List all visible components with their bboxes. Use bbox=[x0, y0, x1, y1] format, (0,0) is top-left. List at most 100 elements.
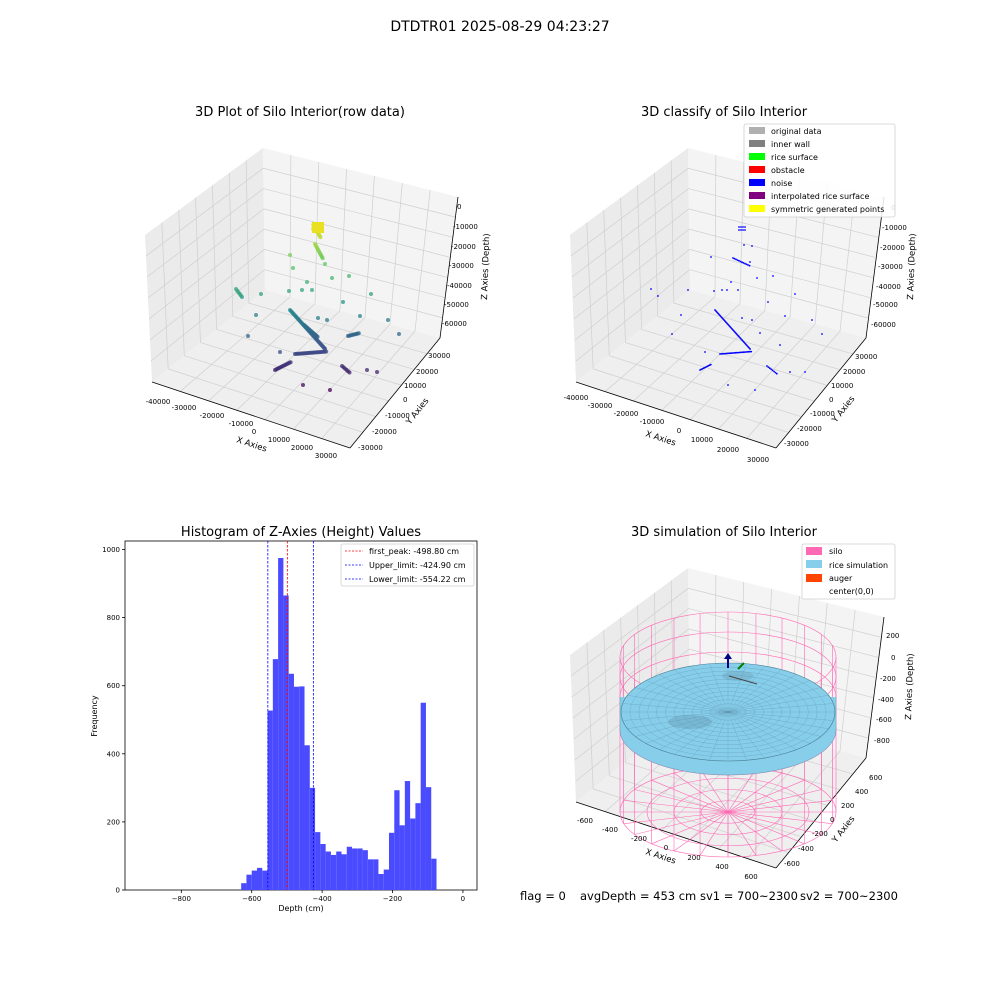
classify-x-tick: -20000 bbox=[614, 410, 639, 418]
silo-floor-spoke bbox=[699, 768, 729, 813]
grid-line bbox=[653, 172, 659, 317]
raw-data-point bbox=[315, 334, 320, 339]
status-footer: flag = 0 avgDepth = 453 cm sv1 = 700~230… bbox=[520, 889, 898, 903]
classify-x-tick: -30000 bbox=[588, 402, 613, 410]
histogram-bar bbox=[352, 848, 358, 890]
sim-y-tick: 400 bbox=[855, 788, 868, 796]
classify-z-tick: -20000 bbox=[880, 244, 905, 252]
histogram-bar bbox=[346, 846, 353, 890]
noise-point bbox=[721, 289, 723, 291]
raw-data-point bbox=[358, 314, 362, 318]
raw-x-tick: 10000 bbox=[268, 436, 290, 444]
legend-label-upper-limit: Upper_limit: -424.90 cm bbox=[369, 561, 466, 570]
noise-point bbox=[759, 332, 761, 334]
noise-point bbox=[811, 319, 813, 321]
classify-z-tick: -50000 bbox=[873, 301, 898, 309]
sim-x-tick: -600 bbox=[577, 817, 593, 825]
raw-data-point bbox=[278, 350, 282, 354]
histogram-bar bbox=[378, 874, 384, 890]
noise-point bbox=[779, 344, 781, 346]
noise-point bbox=[736, 351, 738, 354]
raw-data-point bbox=[347, 370, 352, 375]
raw-data-point bbox=[330, 276, 334, 280]
raw-data-point bbox=[254, 313, 258, 317]
raw-data-point bbox=[324, 349, 329, 354]
rice-mesh-spoke bbox=[727, 711, 829, 729]
grid-line bbox=[739, 161, 745, 304]
raw-z-ticks: 0 -10000 -20000 -30000 -40000 -50000 -60… bbox=[442, 203, 478, 328]
legend-swatch-obstacle bbox=[749, 166, 765, 173]
noise-point bbox=[709, 363, 712, 366]
histogram-bar bbox=[309, 787, 316, 890]
raw-data-point bbox=[288, 253, 292, 257]
classify-y-tick: -20000 bbox=[797, 425, 822, 433]
raw-data-point bbox=[318, 235, 323, 240]
noise-point bbox=[738, 229, 740, 231]
rice-mesh-spoke bbox=[727, 711, 797, 750]
grid-line bbox=[228, 172, 234, 317]
raw-y-axis-line bbox=[349, 337, 441, 449]
legend-label-interpolated-rice-surface: interpolated rice surface bbox=[771, 192, 869, 201]
classify-x-tick: 30000 bbox=[747, 456, 769, 464]
rice-mesh-spoke bbox=[727, 711, 811, 744]
noise-point bbox=[744, 262, 746, 265]
noise-point bbox=[742, 351, 745, 354]
classify-x-tick: 20000 bbox=[717, 446, 739, 454]
grid-line bbox=[293, 324, 391, 430]
grid-line bbox=[603, 630, 610, 776]
noise-point bbox=[710, 256, 712, 258]
noise-point bbox=[741, 261, 743, 264]
histogram-bar bbox=[330, 854, 337, 890]
classify-y-ticks: -30000 -20000 -10000 0 10000 20000 30000 bbox=[784, 353, 877, 448]
rice-mesh-spoke bbox=[727, 711, 747, 761]
legend-swatch-inner-wall bbox=[749, 140, 765, 147]
legend-label-original-data: original data bbox=[771, 127, 822, 136]
grid-line bbox=[389, 182, 403, 325]
legend-label-center: center(0,0) bbox=[829, 587, 874, 596]
grid-line bbox=[593, 368, 788, 433]
histogram-bar bbox=[336, 851, 342, 890]
grid-line bbox=[245, 160, 250, 304]
simulation-title: 3D simulation of Silo Interior bbox=[631, 525, 818, 540]
noise-point bbox=[735, 258, 737, 261]
histogram-y-tick-label: 400 bbox=[107, 750, 120, 758]
noise-point bbox=[743, 244, 745, 246]
grid-line bbox=[641, 329, 827, 386]
classify-x-tick: 10000 bbox=[691, 436, 713, 444]
flag-value: flag = 0 bbox=[520, 889, 566, 903]
rice-mesh-spoke bbox=[622, 703, 729, 713]
raw-data-point bbox=[291, 266, 295, 270]
grid-line bbox=[364, 175, 375, 318]
raw-data-point bbox=[320, 256, 325, 261]
classify-z-tick: -60000 bbox=[871, 321, 896, 329]
raw-data-point bbox=[341, 300, 345, 304]
noise-point bbox=[773, 370, 775, 373]
noise-point bbox=[745, 351, 747, 353]
histogram-bar bbox=[383, 869, 389, 890]
grid-line bbox=[657, 315, 840, 370]
noise-point bbox=[728, 352, 730, 355]
classify-x-label: X Axies bbox=[644, 429, 677, 448]
noise-point bbox=[749, 350, 751, 353]
grid-line bbox=[200, 342, 389, 402]
raw-gridlines bbox=[145, 154, 456, 439]
grid-line bbox=[236, 310, 341, 411]
histogram-bar bbox=[251, 870, 257, 890]
sim-y-tick: -600 bbox=[784, 860, 800, 868]
sim-z-label: Z Axies (Depth) bbox=[904, 653, 916, 720]
noise-point bbox=[774, 371, 777, 374]
classify-y-axis-line bbox=[775, 337, 867, 449]
sim-x-label: X Axies bbox=[644, 847, 677, 866]
rice-mesh-spoke bbox=[727, 669, 782, 713]
rice-simulation-surface bbox=[619, 662, 837, 776]
raw-x-tick: -30000 bbox=[172, 404, 197, 412]
rice-mesh-spoke bbox=[727, 687, 821, 713]
noise-point bbox=[732, 257, 734, 259]
grid-line bbox=[321, 330, 416, 439]
classify-legend-box bbox=[743, 123, 896, 218]
classify-z-label: Z Axies (Depth) bbox=[906, 233, 918, 300]
raw-data-point bbox=[316, 316, 320, 320]
grid-line bbox=[195, 197, 201, 343]
legend-label-lower-limit: Lower_limit: -554.22 cm bbox=[369, 575, 466, 584]
